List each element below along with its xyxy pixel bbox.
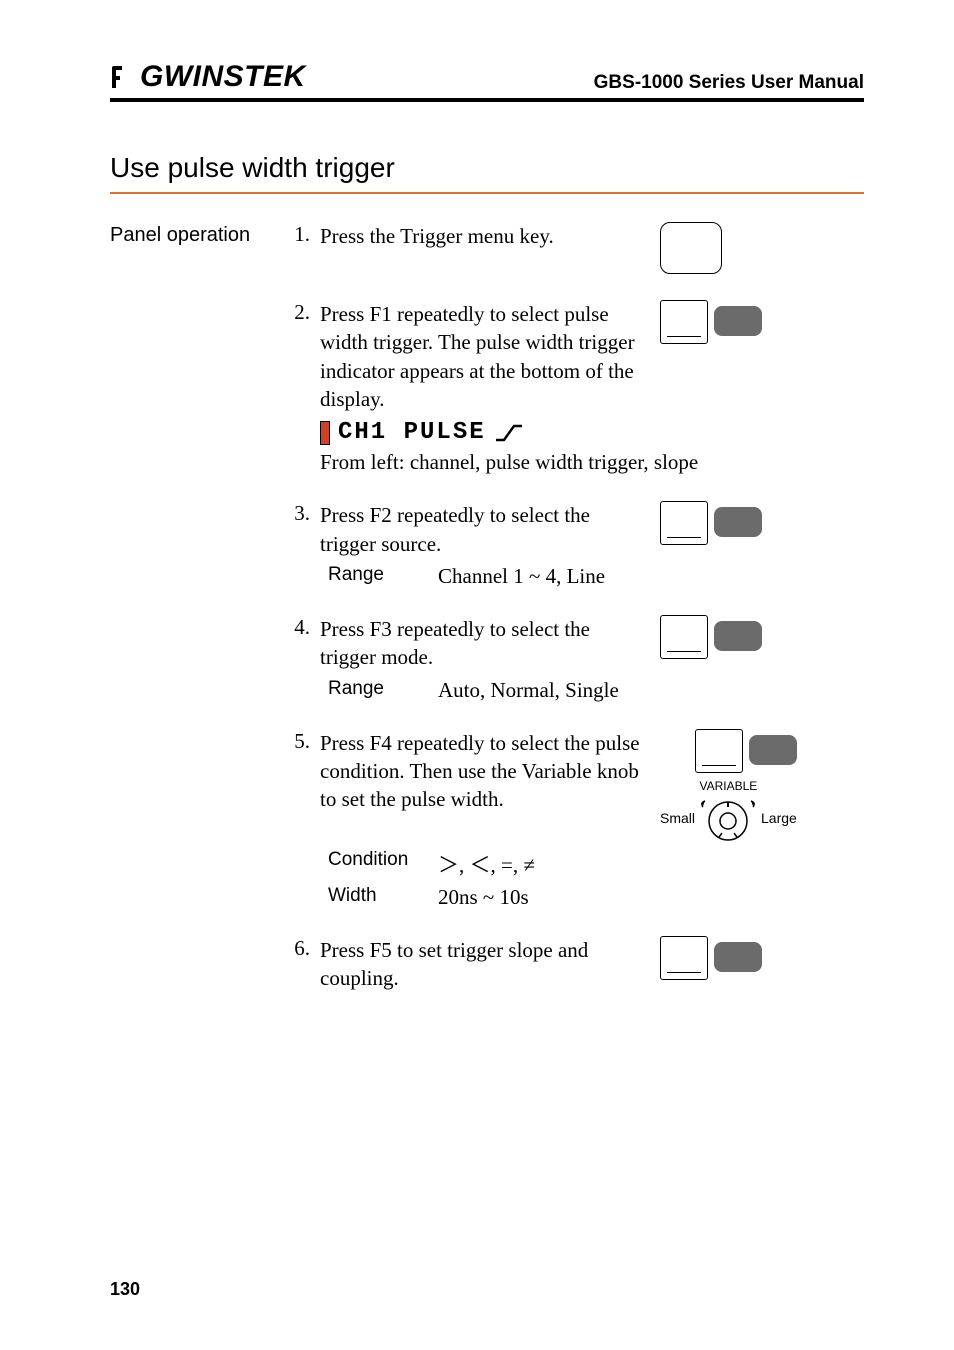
knob-large-label: Large — [761, 810, 797, 826]
f4-knob-icon: VARIABLE Small — [660, 729, 797, 843]
range-row: Range Auto, Normal, Single — [328, 678, 864, 703]
softkey-icon — [714, 507, 762, 537]
step-text: Press F1 repeatedly to select pulse widt… — [320, 300, 650, 413]
step-number: 6. — [290, 936, 310, 961]
step-number: 3. — [290, 501, 310, 526]
menu-key-outline — [660, 222, 722, 274]
steps-column: 1. Press the Trigger menu key. 2. Press … — [290, 222, 864, 1018]
f3-key-icon — [660, 615, 762, 659]
range-label: Range — [328, 564, 438, 589]
f1-key-icon — [660, 300, 762, 344]
step-text: Press F5 to set trigger slope and coupli… — [320, 936, 650, 993]
width-value: 20ns ~ 10s — [438, 885, 529, 910]
step-number: 2. — [290, 300, 310, 325]
from-left-caption: From left: channel, pulse width trigger,… — [320, 450, 864, 475]
trigger-bar-icon — [320, 421, 330, 445]
document-title: GBS-1000 Series User Manual — [594, 72, 864, 94]
step-5: 5. Press F4 repeatedly to select the pul… — [290, 729, 864, 910]
page-header: GWINSTEK GBS-1000 Series User Manual — [110, 60, 864, 94]
fn-outline — [660, 501, 708, 545]
header-rule — [110, 98, 864, 102]
content-area: Panel operation 1. Press the Trigger men… — [110, 222, 864, 1018]
knob-label: VARIABLE — [660, 779, 797, 793]
step-text: Press F4 repeatedly to select the pulse … — [320, 729, 650, 814]
step-number: 5. — [290, 729, 310, 754]
knob-icon — [697, 793, 759, 843]
fn-outline — [660, 615, 708, 659]
pulse-indicator: CH1 PULSE — [320, 419, 864, 446]
step-text: Press F2 repeatedly to select the trigge… — [320, 501, 650, 558]
variable-knob-block: VARIABLE Small — [660, 779, 797, 843]
left-column-label: Panel operation — [110, 222, 290, 247]
fn-outline — [660, 936, 708, 980]
softkey-icon — [714, 942, 762, 972]
knob-small-label: Small — [660, 810, 695, 826]
step-number: 4. — [290, 615, 310, 640]
step-text: Press the Trigger menu key. — [320, 222, 650, 250]
section-rule — [110, 192, 864, 194]
step-number: 1. — [290, 222, 310, 247]
softkey-icon — [714, 621, 762, 651]
width-label: Width — [328, 885, 438, 910]
softkey-icon — [714, 306, 762, 336]
step-4: 4. Press F3 repeatedly to select the tri… — [290, 615, 864, 703]
brand-logo: GWINSTEK — [110, 60, 306, 94]
fn-outline — [695, 729, 743, 773]
slope-icon — [494, 422, 524, 444]
trigger-key-icon — [660, 222, 722, 274]
section-heading: Use pulse width trigger — [110, 152, 864, 184]
brand-icon — [110, 64, 140, 90]
range-label: Range — [328, 678, 438, 703]
brand-text: GWINSTEK — [140, 60, 306, 94]
page-number: 130 — [110, 1279, 140, 1300]
condition-value: ＞, ＜, =, ≠ — [438, 849, 535, 879]
width-row: Width 20ns ~ 10s — [328, 885, 864, 910]
step-6: 6. Press F5 to set trigger slope and cou… — [290, 936, 864, 993]
range-row: Range Channel 1 ~ 4, Line — [328, 564, 864, 589]
step-2: 2. Press F1 repeatedly to select pulse w… — [290, 300, 864, 475]
condition-row: Condition ＞, ＜, =, ≠ — [328, 849, 864, 879]
step-1: 1. Press the Trigger menu key. — [290, 222, 864, 274]
step-3: 3. Press F2 repeatedly to select the tri… — [290, 501, 864, 589]
step-text: Press F3 repeatedly to select the trigge… — [320, 615, 650, 672]
pulse-text: CH1 PULSE — [338, 419, 486, 446]
range-value: Auto, Normal, Single — [438, 678, 619, 703]
softkey-icon — [749, 735, 797, 765]
f5-key-icon — [660, 936, 762, 980]
range-value: Channel 1 ~ 4, Line — [438, 564, 605, 589]
condition-label: Condition — [328, 849, 438, 879]
f2-key-icon — [660, 501, 762, 545]
fn-outline — [660, 300, 708, 344]
